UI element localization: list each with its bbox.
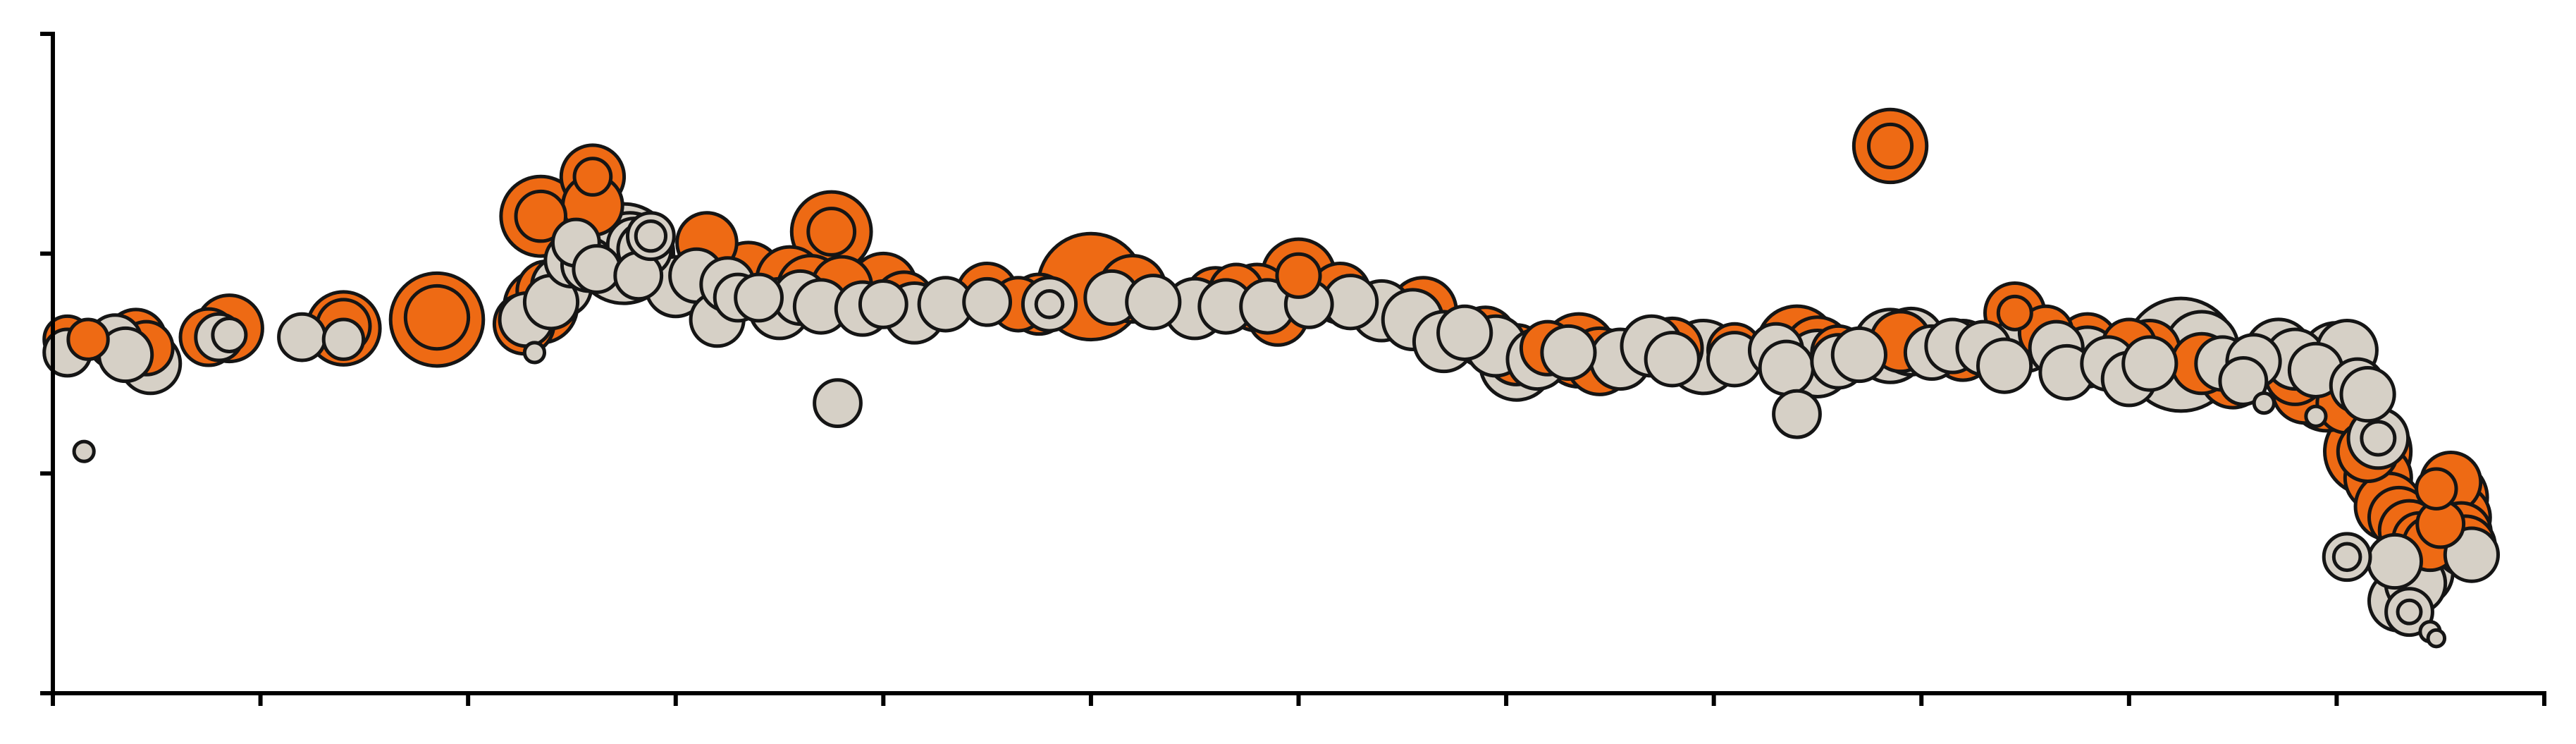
data-point [2443,526,2500,583]
data-point [1034,289,1065,319]
data-point [2331,542,2362,573]
data-point [2426,628,2447,649]
data-point [634,219,668,253]
data-point [1275,252,1322,299]
data-point [2304,404,2328,428]
data-point [806,207,857,257]
data-point [572,244,622,294]
data-point [1436,304,1493,361]
data-point [1758,339,1815,396]
data-point [962,276,1013,327]
data-point [211,316,248,353]
data-point [66,317,110,361]
plot-area [42,107,2500,649]
data-point [1125,274,1182,331]
x-ticks [51,693,2546,706]
data-point [403,283,471,351]
data-point [1976,337,2033,394]
data-point [1996,294,2033,331]
data-point [2339,366,2396,423]
data-point [2360,420,2397,457]
data-point [1867,122,1914,169]
data-point [858,279,908,329]
data-point [277,312,327,362]
data-point [2396,598,2423,626]
data-point [321,317,366,361]
data-point [813,378,863,428]
data-point [72,439,96,463]
data-point [2366,532,2423,590]
data-point [522,341,547,365]
data-point [514,189,568,243]
data-point [1540,324,1597,382]
data-point [2121,335,2178,392]
data-point [2252,391,2276,415]
data-point [2218,356,2269,406]
data-point [2415,467,2458,511]
data-point [1644,331,1701,388]
data-point [1830,326,1887,384]
axes [40,32,2546,706]
data-point [1772,389,1822,439]
data-point [734,272,784,323]
data-point [572,157,613,197]
